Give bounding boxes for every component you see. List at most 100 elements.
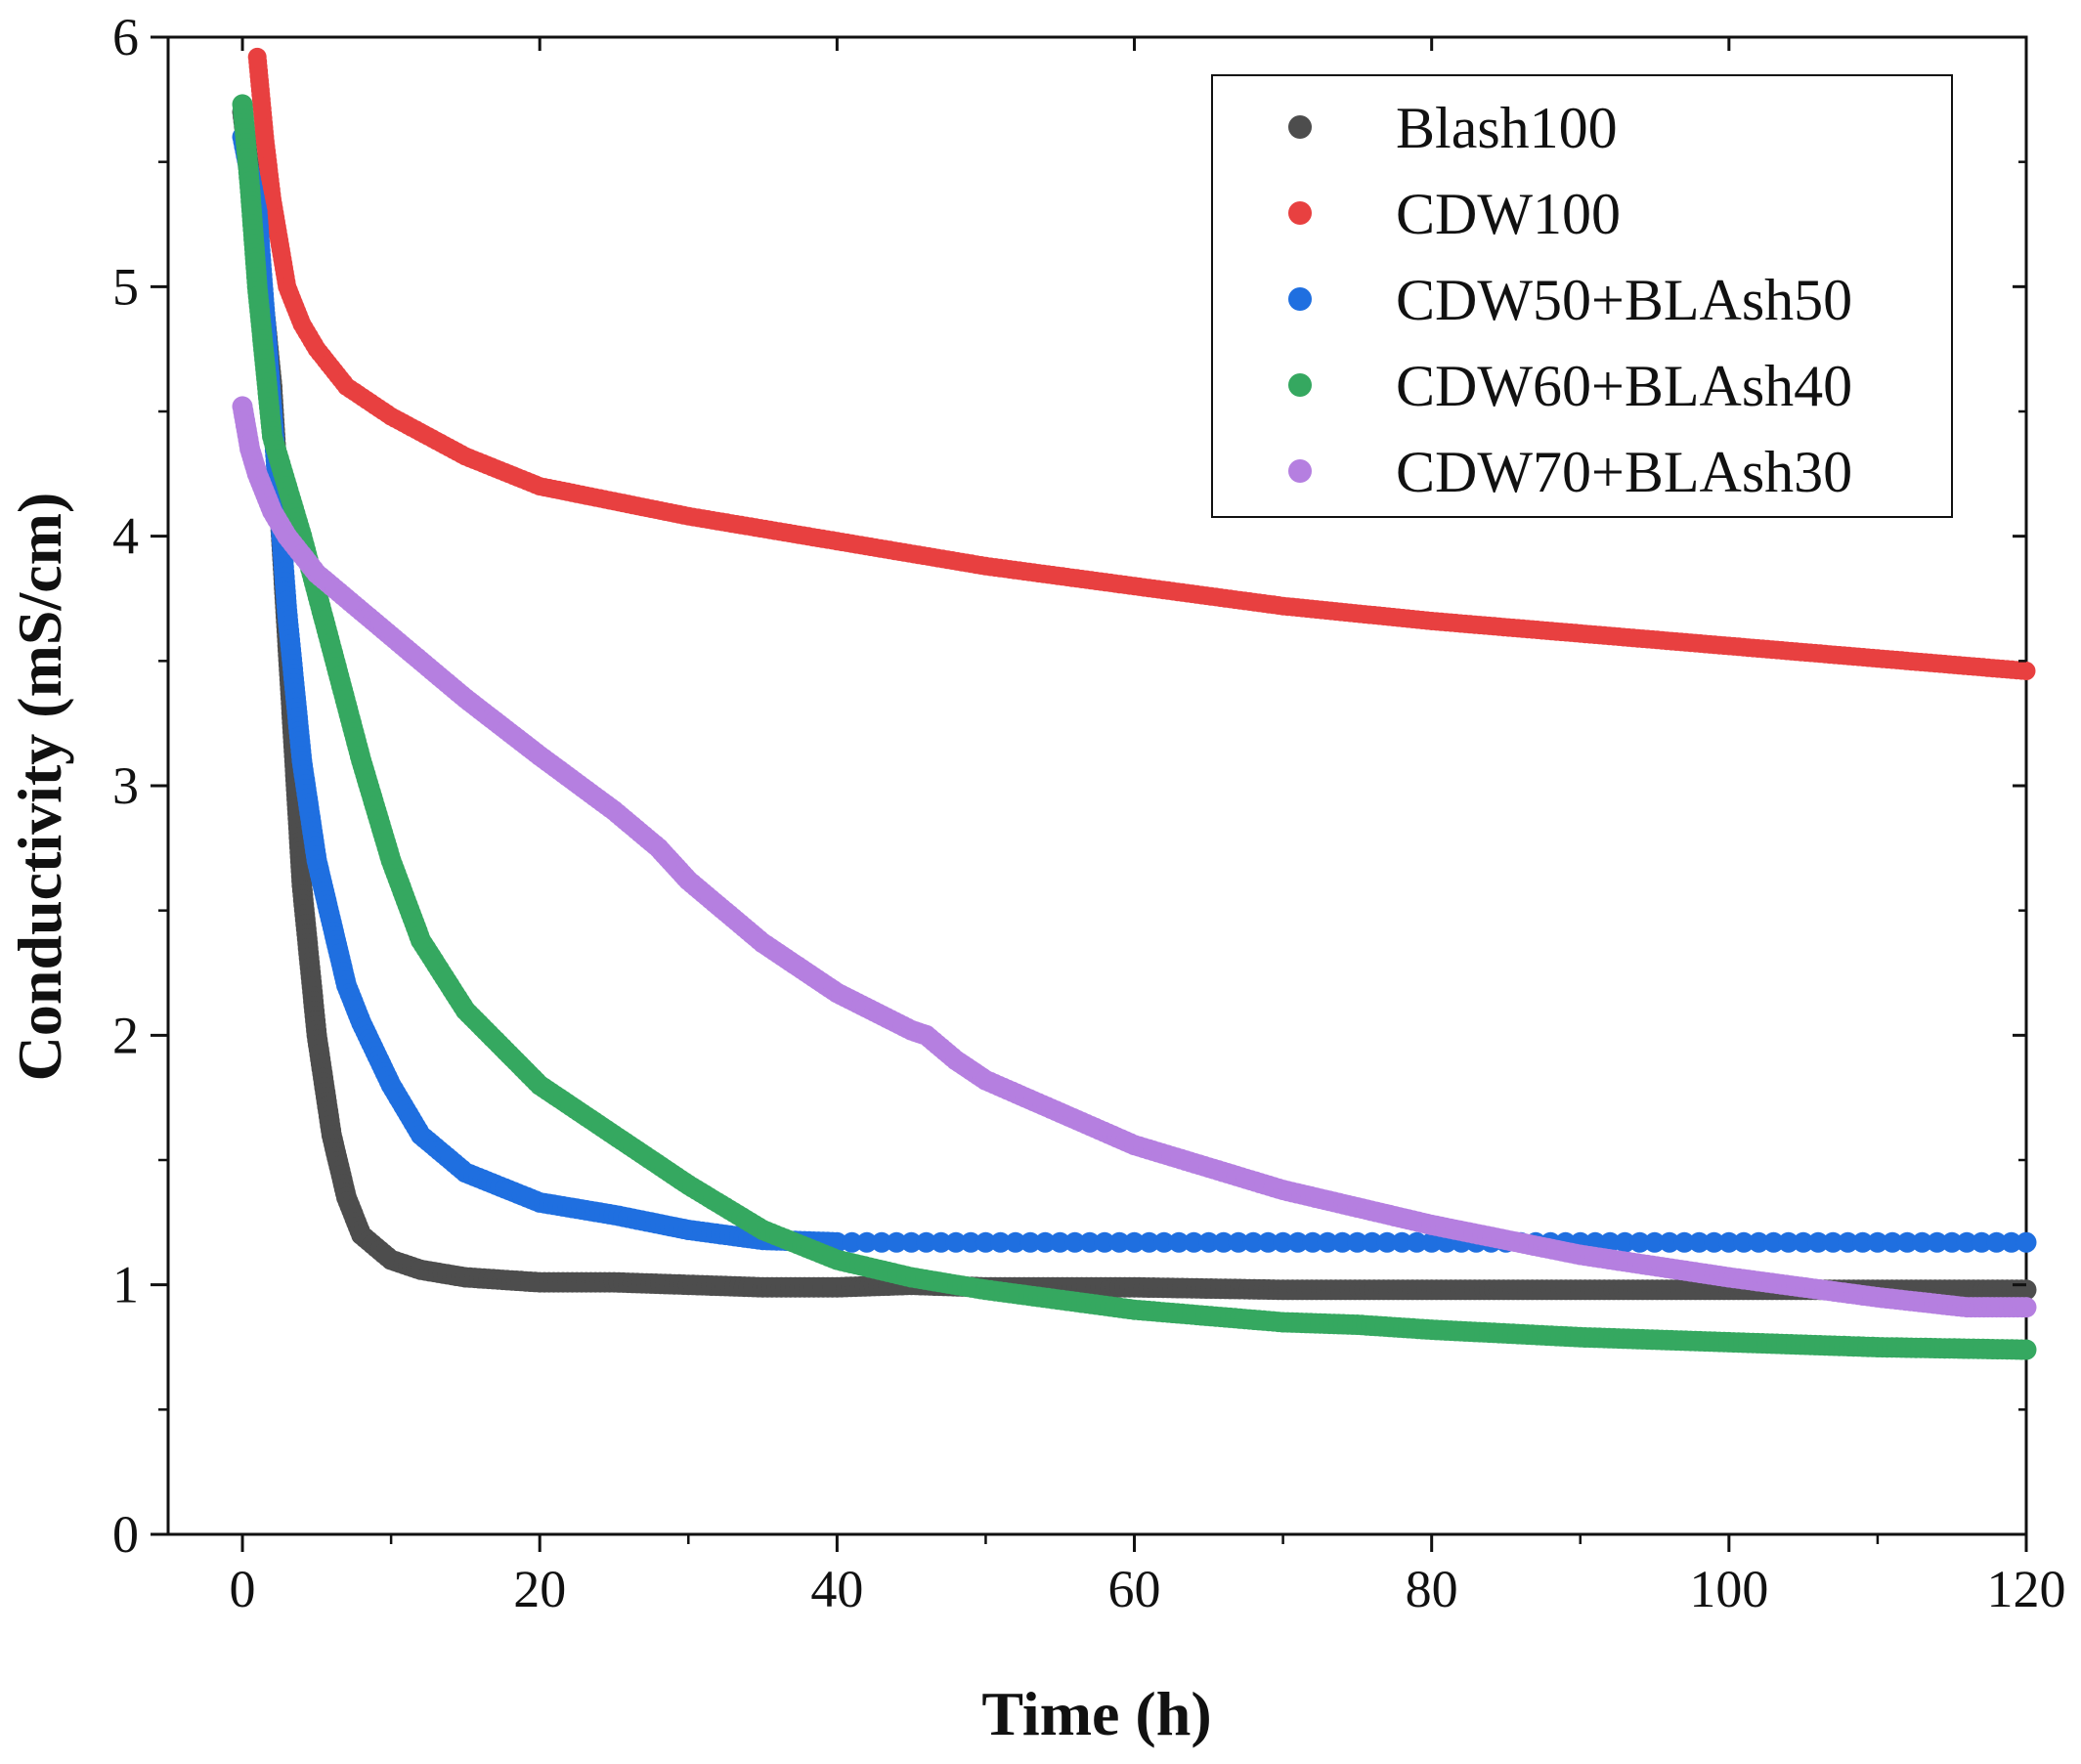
data-point [1927, 1231, 1948, 1253]
data-point [916, 1231, 937, 1253]
data-point [1183, 1231, 1204, 1253]
data-point [900, 1231, 922, 1253]
data-point [1896, 1231, 1918, 1253]
data-point [1733, 1231, 1755, 1253]
data-point [1242, 1231, 1264, 1253]
y-tick-label: 2 [112, 1006, 139, 1064]
data-point [1362, 1231, 1383, 1253]
data-point [1599, 1231, 1621, 1253]
legend-box [1211, 74, 1953, 518]
x-tick-label: 60 [1108, 1560, 1161, 1618]
data-point [1807, 1231, 1829, 1253]
x-axis-title: Time (h) [981, 1679, 1211, 1748]
y-tick-label: 4 [112, 507, 139, 566]
data-point [1407, 1231, 1427, 1253]
data-point [1153, 1231, 1175, 1253]
data-point [842, 1231, 863, 1253]
data-point [1659, 1231, 1680, 1253]
data-point [1005, 1231, 1026, 1253]
data-point [1331, 1231, 1353, 1253]
data-point [1644, 1231, 1666, 1253]
data-point [1778, 1231, 1799, 1253]
data-point [1079, 1231, 1101, 1253]
plot-area: 0 20 40 60 80 100 120 0 1 2 3 4 5 6 [112, 8, 2066, 1618]
data-point [871, 1231, 892, 1253]
data-point [1763, 1231, 1784, 1253]
data-point [1956, 1231, 1977, 1253]
x-tick-label: 80 [1406, 1560, 1458, 1618]
data-point [2016, 1279, 2037, 1301]
y-tick-label: 1 [112, 1256, 139, 1314]
data-point [2016, 662, 2036, 681]
data-point [1867, 1231, 1888, 1253]
data-point [945, 1231, 967, 1253]
data-point [1347, 1231, 1368, 1253]
x-tick-label: 20 [513, 1560, 566, 1618]
data-point [1168, 1231, 1190, 1253]
data-point [1986, 1231, 2008, 1253]
data-point [1822, 1231, 1843, 1253]
data-point [1941, 1231, 1963, 1253]
legend-marker [1288, 287, 1312, 311]
data-point [1718, 1231, 1740, 1253]
legend-label: CDW70+BLAsh30 [1396, 440, 1852, 504]
y-tick-label: 5 [112, 257, 139, 316]
legend-marker [1288, 373, 1312, 397]
data-point [1376, 1231, 1398, 1253]
data-point [1064, 1231, 1086, 1253]
data-point [1273, 1231, 1294, 1253]
data-point [1198, 1231, 1220, 1253]
data-point [856, 1231, 878, 1253]
data-point [1213, 1231, 1235, 1253]
data-point [886, 1231, 907, 1253]
data-point [1838, 1231, 1858, 1253]
data-point [1673, 1231, 1695, 1253]
legend-marker [1288, 201, 1312, 225]
data-point [960, 1231, 981, 1253]
data-point [1793, 1231, 1814, 1253]
legend-marker [1288, 459, 1312, 483]
data-point [1257, 1231, 1279, 1253]
data-point [2016, 1231, 2037, 1253]
data-point [1034, 1231, 1056, 1253]
data-point [975, 1231, 996, 1253]
data-point [1421, 1231, 1443, 1253]
data-point [1882, 1231, 1903, 1253]
data-point [1688, 1231, 1710, 1253]
x-tick-label: 40 [810, 1560, 863, 1618]
data-point [1704, 1231, 1725, 1253]
x-tick-label: 100 [1689, 1560, 1768, 1618]
axes-layer: 0 20 40 60 80 100 120 0 1 2 3 4 5 6 [112, 8, 2066, 1618]
data-point [1108, 1231, 1130, 1253]
data-point [2001, 1231, 2022, 1253]
series-CDW70+BLAsh30 [232, 396, 2037, 1318]
legend-marker [1288, 115, 1312, 139]
y-tick-label: 6 [112, 8, 139, 66]
data-point [1094, 1231, 1115, 1253]
data-point [931, 1231, 952, 1253]
legend-label: CDW100 [1396, 182, 1621, 246]
x-tick-label: 0 [230, 1560, 256, 1618]
data-point [1139, 1231, 1160, 1253]
data-point [990, 1231, 1012, 1253]
data-point [1317, 1231, 1338, 1253]
data-point [1852, 1231, 1874, 1253]
y-tick-label: 0 [112, 1505, 139, 1564]
data-point [1124, 1231, 1145, 1253]
legend-items: Blash100 CDW100 CDW50+BLAsh50 CDW60+BLAsh40… [1288, 96, 1852, 504]
series-CDW60+BLAsh40 [232, 94, 2037, 1360]
series-layer [232, 47, 2037, 1360]
data-point [1287, 1231, 1309, 1253]
data-point [1748, 1231, 1769, 1253]
data-point [1228, 1231, 1249, 1253]
legend: Blash100 CDW100 CDW50+BLAsh50 CDW60+BLAsh40… [1211, 74, 1953, 518]
data-point [1971, 1231, 1992, 1253]
legend-label: Blash100 [1396, 96, 1618, 160]
series-CDW100 [247, 47, 2036, 681]
data-point [1302, 1231, 1323, 1253]
data-point [2016, 1297, 2037, 1318]
legend-label: CDW50+BLAsh50 [1396, 268, 1852, 332]
y-axis-title: Conductivity (mS/cm) [5, 493, 74, 1082]
data-point [1019, 1231, 1041, 1253]
